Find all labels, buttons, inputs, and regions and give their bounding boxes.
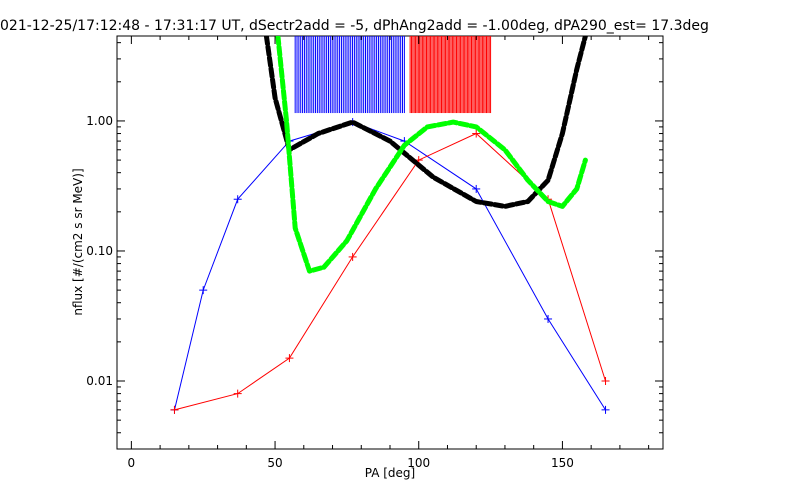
series-black-curve [263, 36, 588, 209]
series-red-point [285, 354, 294, 363]
x-tick-label: 100 [407, 456, 430, 470]
series-red-point [233, 389, 242, 398]
x-tick-label: 150 [551, 456, 574, 470]
x-tick-label: 50 [267, 456, 282, 470]
y-axis-label: nflux [#/(cm2 s sr MeV)] [71, 168, 85, 315]
series-red-point [472, 129, 481, 138]
x-tick-label: 0 [128, 456, 136, 470]
series-red-point [601, 377, 610, 386]
series-blue-point [233, 195, 242, 204]
series-red-line [174, 132, 606, 411]
series-blue-point [601, 405, 610, 414]
series-red-point [348, 252, 357, 261]
axes: 0 50 100 150 1.00 0.10 0.01 [86, 36, 663, 470]
x-axis-label: PA [deg] [365, 466, 415, 480]
series-blue-point [544, 314, 553, 323]
y-tick-label: 1.00 [86, 114, 113, 128]
series-blue-point [199, 286, 208, 295]
series-green-curve [275, 36, 588, 274]
series-red-point [170, 405, 179, 414]
y-tick-label: 0.10 [86, 244, 113, 258]
series-blue-point [472, 184, 481, 193]
chart-title: 021-12-25/17:12:48 - 17:31:17 UT, dSectr… [0, 18, 709, 34]
plot-content [170, 36, 610, 414]
y-tick-label: 0.01 [86, 374, 113, 388]
